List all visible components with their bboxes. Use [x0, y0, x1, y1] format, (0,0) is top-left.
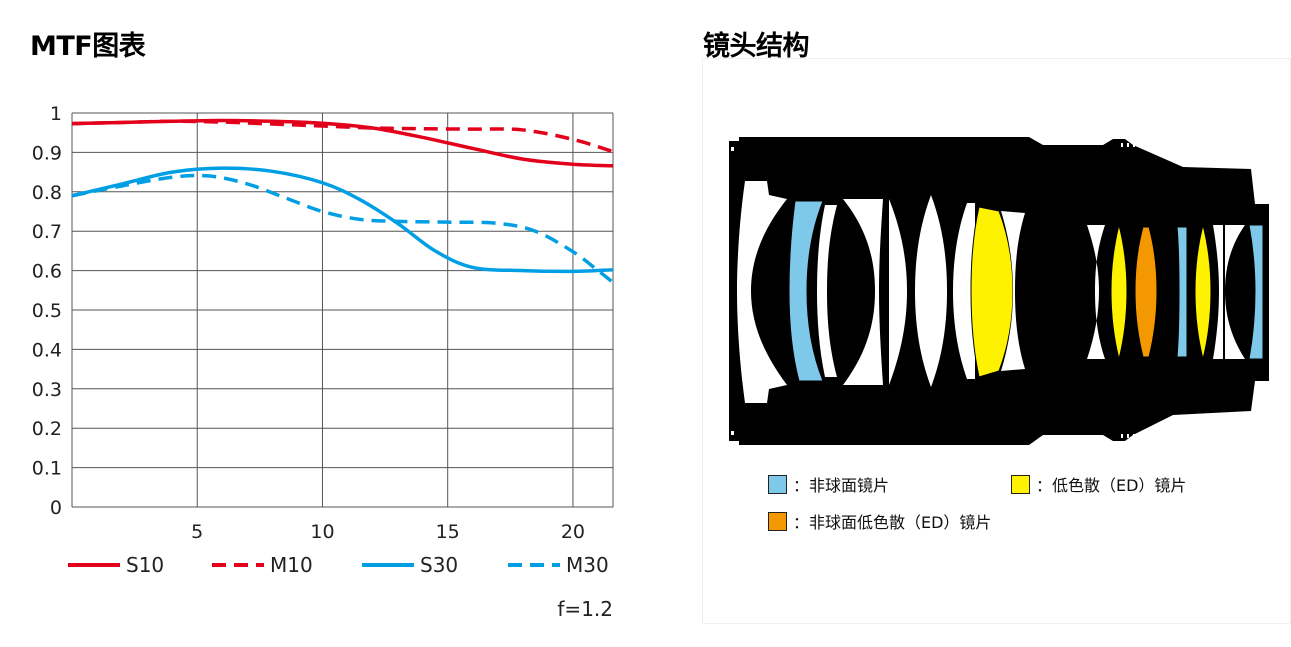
- lens-element-12-aspherical-ed: [1134, 226, 1158, 358]
- y-tick-label: 0.8: [32, 182, 62, 204]
- lens-element-5: [889, 199, 907, 385]
- legend-ed-label: ：低色散（ED）镜片: [1036, 476, 1187, 495]
- aperture-label: f=1.2: [557, 597, 613, 621]
- swatch-ed: [1011, 474, 1030, 494]
- lens-element-6: [915, 195, 947, 387]
- legend-aspherical: ：非球面镜片: [768, 472, 889, 496]
- chart-grid: [71, 112, 614, 508]
- lens-element-9: [1001, 211, 1025, 371]
- x-tick-label: 10: [310, 521, 334, 543]
- y-tick-label: 0.9: [32, 142, 62, 164]
- y-tick-label: 0.7: [32, 221, 62, 243]
- lens-element-16: [1225, 225, 1245, 359]
- x-tick-label: 5: [191, 521, 203, 543]
- y-tick-label: 0.6: [32, 261, 62, 283]
- legend-aspherical-ed: ：非球面低色散（ED）镜片: [768, 509, 991, 533]
- legend-label-m30: M30: [566, 553, 609, 577]
- legend-label-s30: S30: [420, 553, 458, 577]
- lens-barrel-ridges: [731, 143, 1135, 438]
- x-tick-label: 15: [436, 521, 460, 543]
- lens-element-7: [953, 203, 975, 379]
- lens-element-15: [1213, 225, 1223, 359]
- mtf-chart-title: MTF图表: [30, 31, 146, 62]
- lens-element-8-ed: [970, 206, 1014, 378]
- series-line-m10: [71, 119, 614, 154]
- series-line-s30: [71, 166, 614, 274]
- lens-element-14-ed: [1194, 224, 1212, 360]
- chart-tick-labels: 00.10.20.30.40.50.60.70.80.915 10 15 20: [32, 103, 585, 543]
- chart-series: [71, 118, 615, 284]
- lens-element-10: [1087, 225, 1105, 359]
- legend-label-s10: S10: [126, 553, 164, 577]
- chart-legend: S10 M10 S30 M30: [68, 553, 609, 577]
- x-tick-label: 20: [561, 521, 585, 543]
- y-tick-label: 0.3: [32, 379, 62, 401]
- lens-element-11-ed: [1110, 224, 1128, 360]
- mtf-chart: 00.10.20.30.40.50.60.70.80.915 10 15 20 S10…: [32, 103, 615, 621]
- series-line-m30: [71, 173, 615, 284]
- lens-element-4: [843, 199, 883, 385]
- lens-element-3: [817, 205, 837, 377]
- lens-element-17-aspherical: [1248, 224, 1264, 360]
- legend-label-m10: M10: [270, 553, 313, 577]
- lens-diagram: [729, 137, 1269, 445]
- swatch-aspherical-ed: [768, 511, 787, 531]
- lens-element-1: [737, 181, 787, 403]
- legend-aspherical-ed-label: ：非球面低色散（ED）镜片: [793, 513, 992, 532]
- legend-aspherical-label: ：非球面镜片: [793, 476, 890, 495]
- lens-construction-title: 镜头结构: [703, 31, 810, 62]
- y-tick-label: 0.4: [32, 339, 62, 361]
- lens-construction-panel: ：非球面镜片 ：低色散（ED）镜片 ：非球面低色散（ED）镜片: [702, 58, 1291, 624]
- y-tick-label: 0.5: [32, 300, 62, 322]
- swatch-aspherical: [768, 474, 787, 494]
- y-tick-label: 0.2: [32, 418, 62, 440]
- y-tick-label: 0.1: [32, 458, 62, 480]
- lens-element-13-aspherical: [1176, 226, 1188, 358]
- y-tick-label: 0: [50, 497, 62, 519]
- legend-ed: ：低色散（ED）镜片: [1011, 472, 1186, 496]
- y-tick-label: 1: [50, 103, 62, 125]
- lens-element-2-aspherical: [788, 200, 824, 382]
